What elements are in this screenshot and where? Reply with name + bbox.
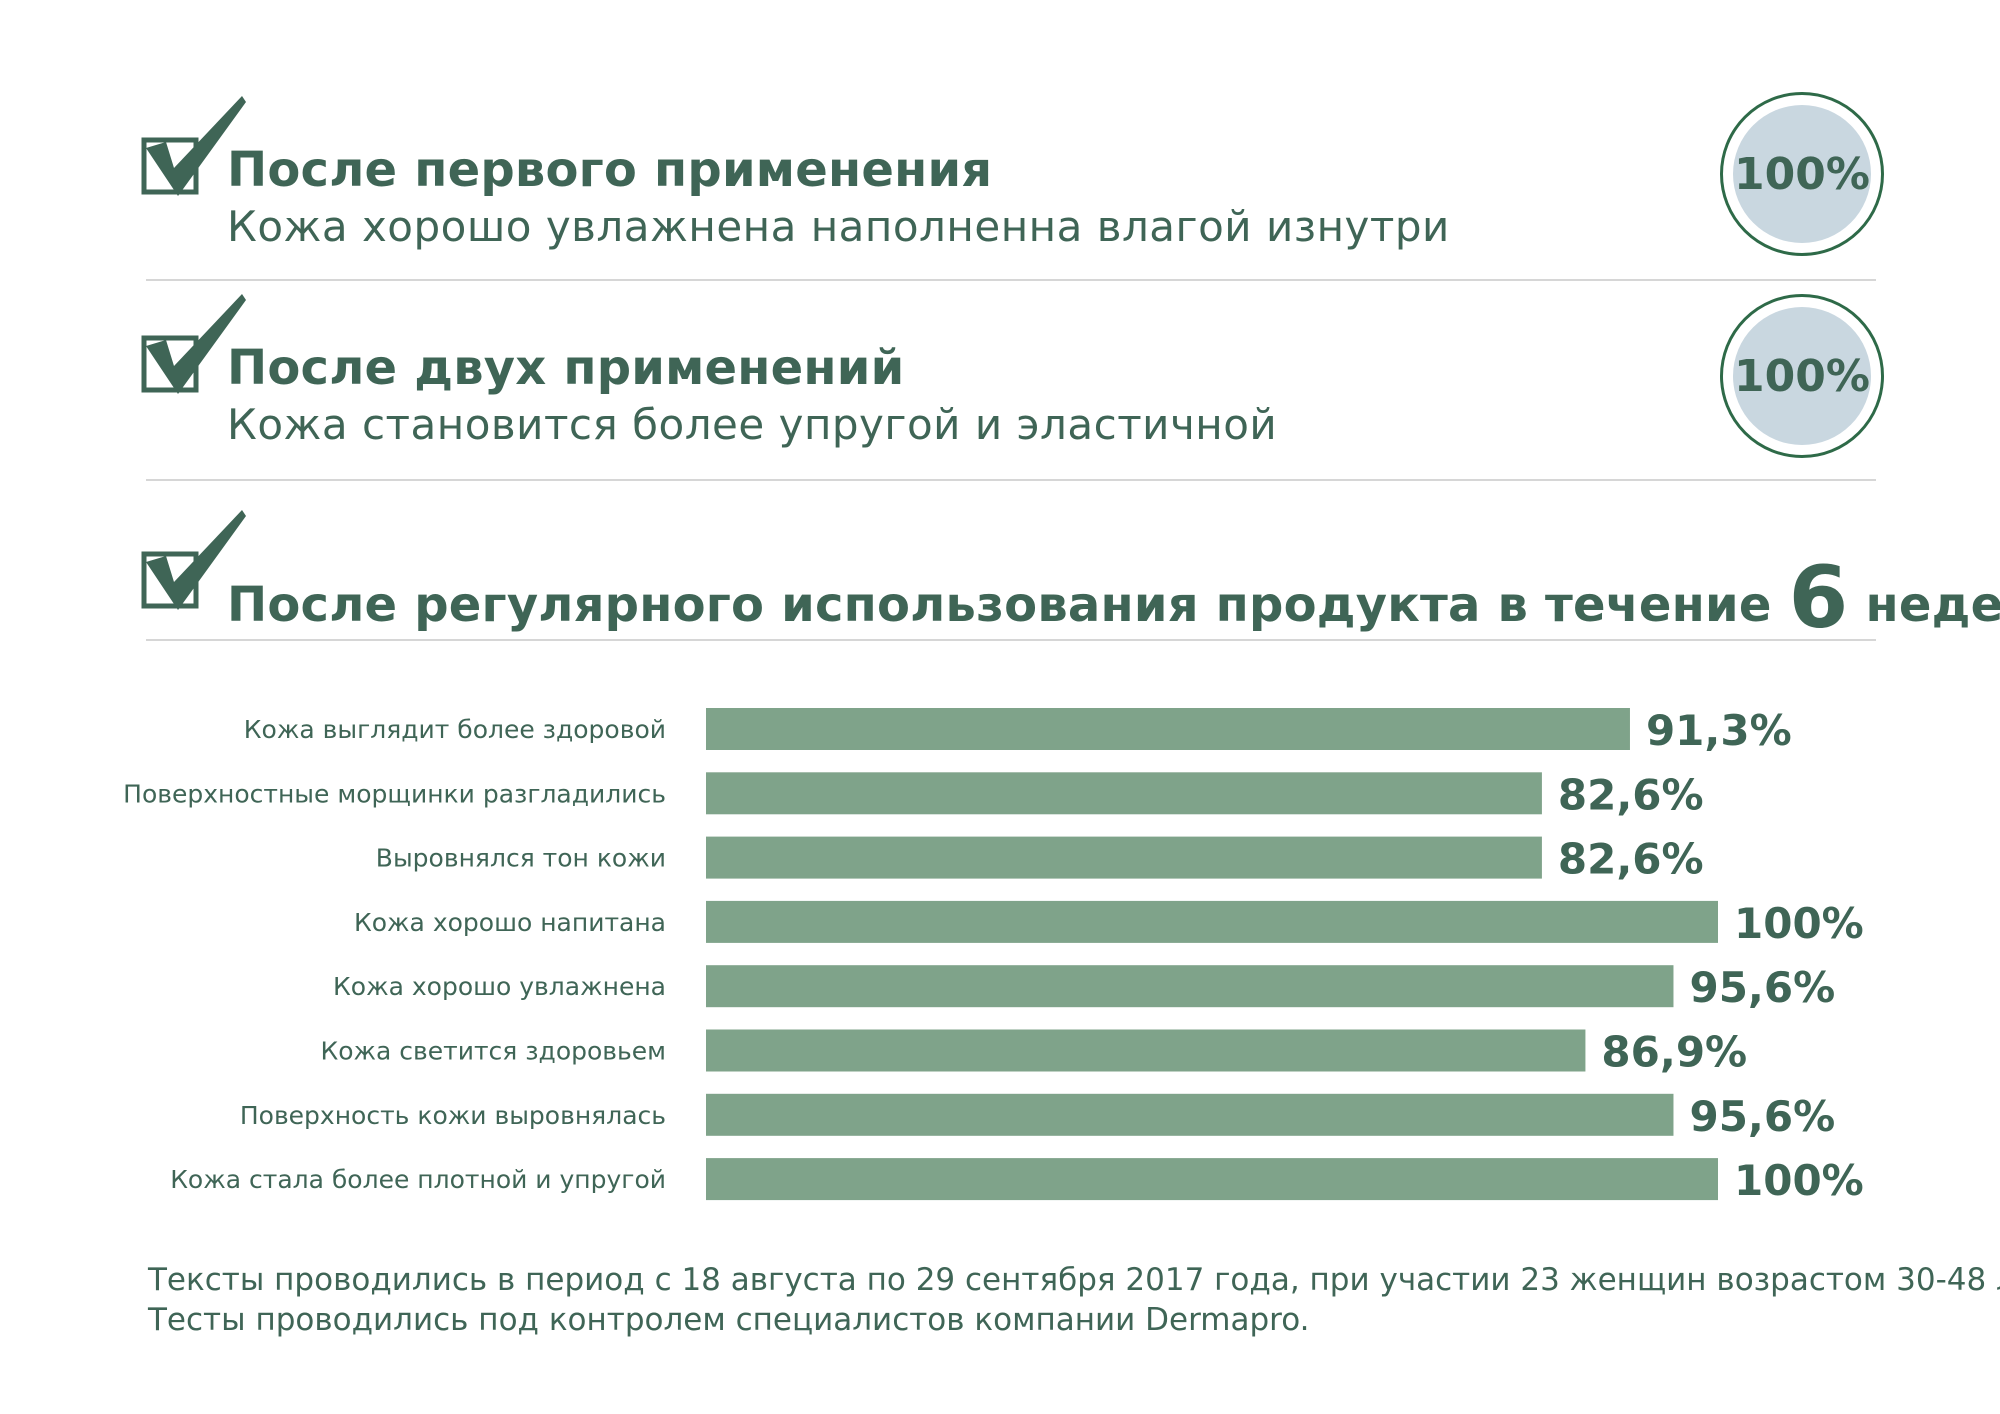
bar-category-label: Кожа хорошо увлажнена [333, 972, 666, 1001]
bar-category-label: Кожа хорошо напитана [354, 908, 666, 937]
bar-category-label: Выровнялся тон кожи [376, 844, 666, 873]
section-1-title: После первого применения [227, 142, 993, 198]
bar-value-label: 95,6% [1689, 1092, 1835, 1141]
section-2-badge: 100% [1720, 294, 1884, 458]
bar-value-label: 86,9% [1601, 1028, 1747, 1077]
bar-category-label: Поверхностные морщинки разгладились [123, 779, 666, 808]
section-3-title-number: 6 [1788, 548, 1849, 648]
bar-category-label: Кожа стала более плотной и упругой [170, 1165, 666, 1194]
footnote-line-2: Тесты проводились под контролем специали… [148, 1302, 1310, 1338]
section-2-badge-value: 100% [1733, 307, 1871, 445]
bar-value-label: 100% [1734, 899, 1864, 948]
bar [706, 772, 1542, 815]
section-3-title: После регулярного использования продукта… [227, 548, 2000, 648]
bar [706, 965, 1674, 1008]
bar [706, 1029, 1586, 1072]
section-2-subtitle: Кожа становится более упругой и эластичн… [227, 400, 1278, 449]
checkmark-icon [138, 292, 248, 402]
checkmark-icon [138, 94, 248, 204]
bar-value-label: 100% [1734, 1156, 1864, 1205]
bar-category-label: Поверхность кожи выровнялась [240, 1101, 666, 1130]
section-2-title: После двух применений [227, 340, 905, 396]
section-1-badge-value: 100% [1733, 105, 1871, 243]
section-1-badge: 100% [1720, 92, 1884, 256]
bar [706, 708, 1630, 750]
checkmark-icon [138, 508, 248, 618]
bar [706, 836, 1542, 879]
bar-value-label: 82,6% [1558, 770, 1704, 819]
bar [706, 900, 1718, 943]
bar [706, 1158, 1718, 1201]
bar-chart: Кожа выглядит более здоровой 91,3% Поверхн… [123, 706, 1864, 1205]
bar [706, 1093, 1674, 1136]
bar-category-label: Кожа светится здоровьем [320, 1037, 666, 1066]
bar-value-label: 82,6% [1558, 835, 1704, 884]
bar-category-label: Кожа выглядит более здоровой [244, 715, 666, 744]
footnote-line-1: Тексты проводились в период с 18 августа… [148, 1262, 2000, 1298]
divider [146, 479, 1876, 481]
section-3-title-before: После регулярного использования продукта… [227, 577, 1772, 633]
section-3-title-after: недель [1865, 577, 2000, 633]
bar-value-label: 91,3% [1646, 706, 1792, 755]
divider [146, 279, 1876, 281]
section-1-subtitle: Кожа хорошо увлажнена наполненна влагой … [227, 202, 1450, 251]
divider [146, 639, 1876, 641]
bar-value-label: 95,6% [1689, 963, 1835, 1012]
